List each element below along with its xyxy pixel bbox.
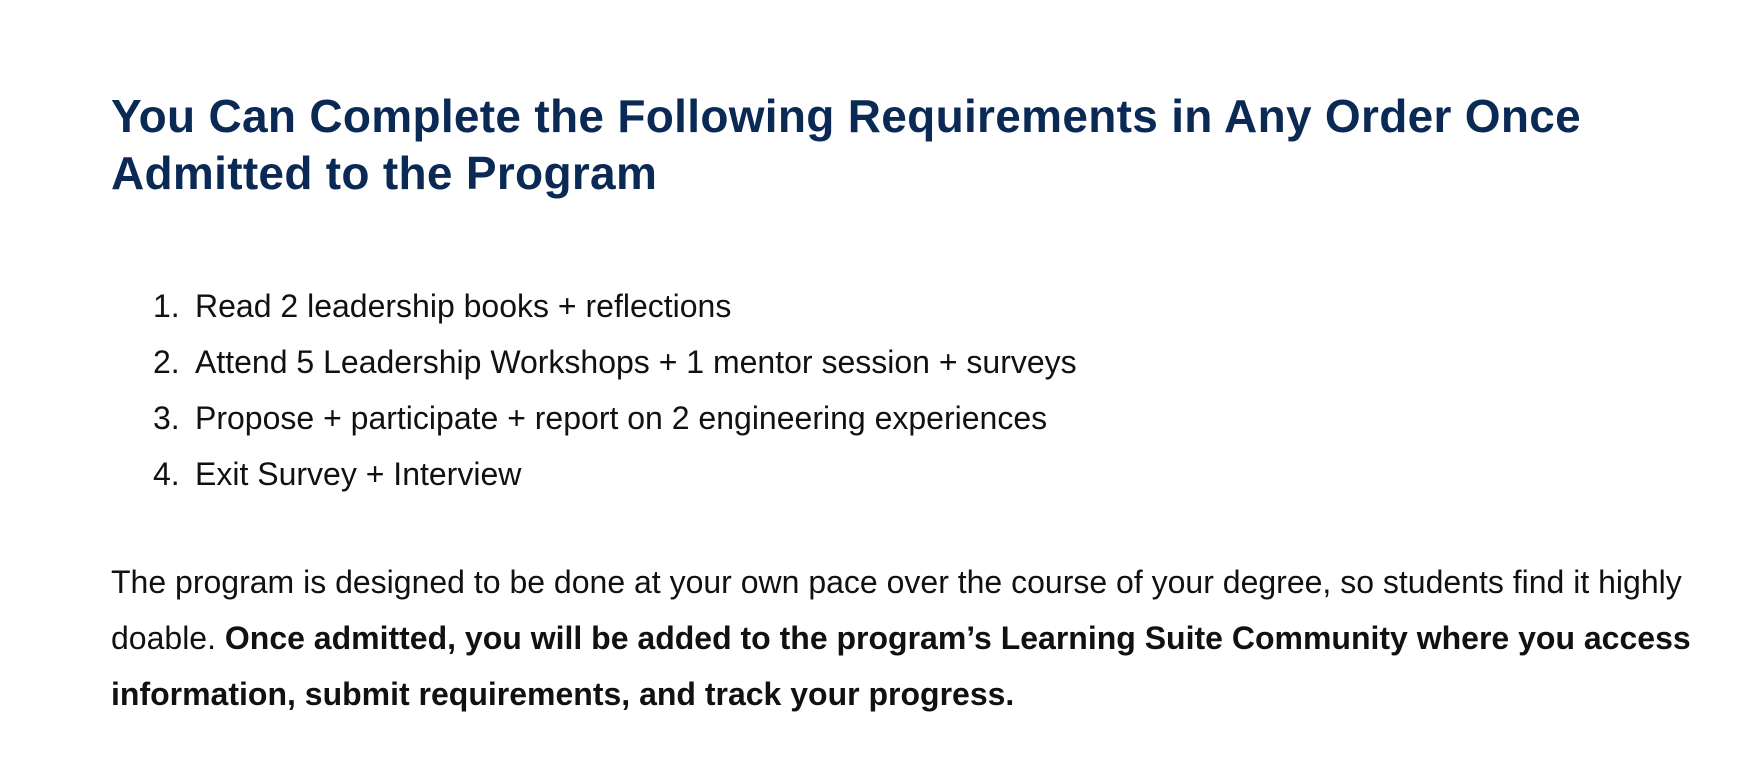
list-item-text: Attend 5 Leadership Workshops + 1 mentor… [195, 344, 1077, 380]
list-item-number: 3. [153, 400, 180, 436]
list-item-number: 4. [153, 456, 180, 492]
list-item-number: 2. [153, 344, 180, 380]
main-content: You Can Complete the Following Requireme… [111, 88, 1731, 712]
list-item: 1. Read 2 leadership books + reflections [153, 278, 1077, 334]
list-item-number: 1. [153, 288, 180, 324]
list-item-text: Propose + participate + report on 2 engi… [195, 400, 1048, 436]
list-item-text: Exit Survey + Interview [195, 456, 522, 492]
description-plain-text: The program is designed to be done at yo… [111, 564, 1682, 656]
list-item: 4. Exit Survey + Interview [153, 446, 1077, 502]
description-bold-text: Once admitted, you will be added to the … [111, 620, 1691, 712]
program-description: The program is designed to be done at yo… [111, 554, 1731, 722]
page-heading: You Can Complete the Following Requireme… [111, 90, 1582, 199]
list-item: 2. Attend 5 Leadership Workshops + 1 men… [153, 334, 1077, 390]
requirements-list: 1. Read 2 leadership books + reflections… [153, 278, 1077, 502]
list-item-text: Read 2 leadership books + reflections [195, 288, 732, 324]
list-item: 3. Propose + participate + report on 2 e… [153, 390, 1077, 446]
